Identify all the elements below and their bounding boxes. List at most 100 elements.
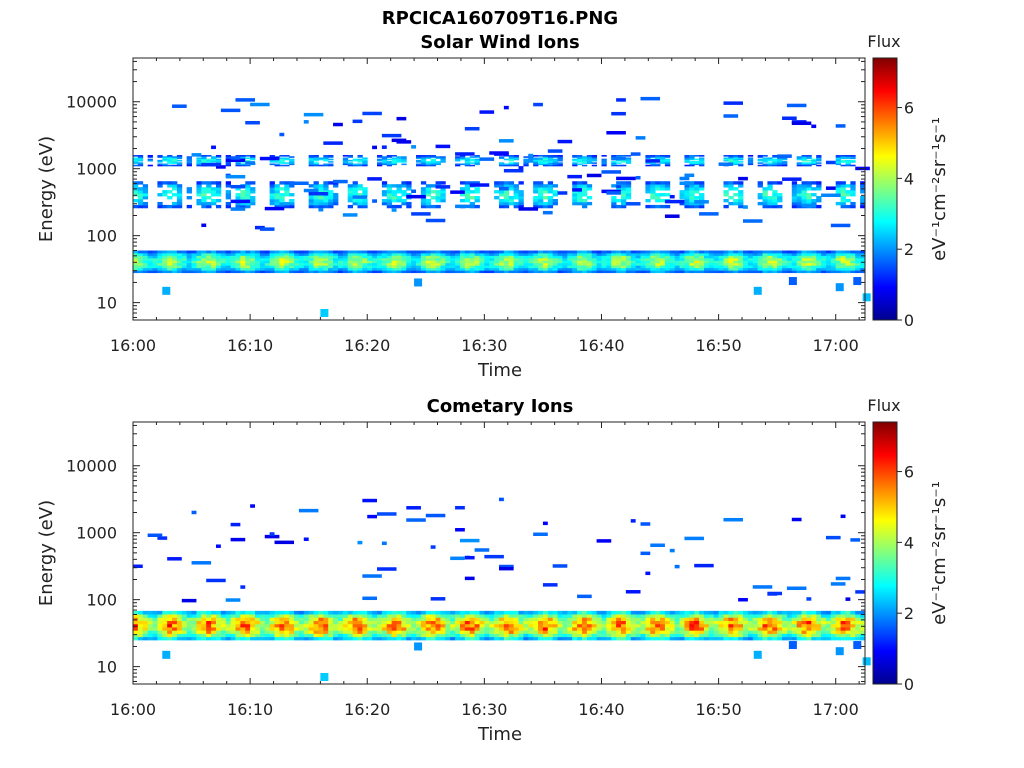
heatmap-cell (328, 633, 334, 638)
heatmap-cell (816, 187, 822, 191)
heatmap-cell (542, 265, 549, 269)
heatmap-cell (250, 250, 256, 254)
heatmap-cell (630, 260, 637, 264)
heatmap-cell (694, 630, 700, 634)
heatmap-cell (616, 633, 622, 638)
heatmap-cell (186, 190, 192, 194)
heatmap-cell (625, 250, 632, 254)
heatmap-cell (557, 164, 563, 167)
heatmap-cell (591, 156, 597, 158)
heatmap-cell (679, 265, 685, 269)
heatmap-cell (313, 250, 319, 254)
heatmap-cell (581, 627, 588, 631)
heatmap-cell (201, 162, 221, 167)
heatmap-cell (323, 187, 329, 191)
heatmap-cell (347, 190, 353, 194)
heatmap-cell (308, 201, 314, 206)
heatmap-cell (137, 627, 144, 631)
heatmap-cell (811, 158, 817, 161)
heatmap-cell (840, 636, 846, 641)
heatmap-cell (274, 636, 280, 641)
heatmap-cell (577, 633, 583, 638)
heatmap-cell (172, 614, 178, 618)
heatmap-cell (621, 267, 627, 271)
heatmap-cell (167, 255, 173, 259)
heatmap-cell (786, 267, 793, 271)
heatmap-cell (572, 623, 578, 628)
heatmap-cell (518, 270, 524, 274)
heatmap-cell (679, 252, 685, 256)
heatmap-cell (342, 161, 349, 163)
heatmap-cell (796, 270, 802, 274)
heatmap-cell (503, 250, 510, 254)
y-tick-label: 10 (97, 294, 117, 313)
heatmap-cell (547, 262, 554, 266)
heatmap-cell (621, 270, 627, 274)
heatmap-cell (806, 265, 812, 269)
heatmap-cell (772, 620, 778, 625)
heatmap-cell (133, 252, 139, 256)
heatmap-cell (572, 190, 578, 194)
heatmap-cell (201, 198, 207, 203)
heatmap-cell (181, 250, 188, 254)
heatmap-cell (738, 181, 744, 185)
heatmap-cell (396, 623, 402, 628)
heatmap-cell (718, 630, 724, 634)
heatmap-cell (416, 161, 422, 163)
heatmap-cell (172, 184, 178, 188)
heatmap-cell (264, 252, 271, 256)
heatmap-cell (552, 162, 558, 164)
heatmap-cell (401, 190, 407, 194)
heatmap-cell (489, 614, 495, 618)
heatmap-cell (747, 157, 754, 160)
heatmap-cell (782, 162, 788, 164)
heatmap-cell (328, 262, 334, 266)
heatmap-cell (835, 163, 841, 166)
heatmap-cell (699, 164, 705, 167)
heatmap-cell (269, 623, 275, 628)
heatmap-cell (684, 536, 704, 541)
heatmap-cell (225, 174, 246, 179)
heatmap-cell (137, 190, 144, 194)
heatmap-cell (133, 164, 139, 167)
heatmap-cell (772, 260, 778, 264)
heatmap-cell (250, 620, 256, 625)
heatmap-cell (367, 636, 373, 641)
x-axis-label-solar-wind: Time (477, 360, 522, 381)
heatmap-cell (664, 260, 671, 264)
heatmap-cell (391, 255, 397, 259)
heatmap-cell (845, 161, 851, 163)
heatmap-cell (601, 627, 607, 631)
heatmap-cell (416, 627, 422, 631)
heatmap-cell (606, 262, 612, 266)
heatmap-cell (479, 252, 485, 256)
heatmap-cell (508, 155, 515, 157)
heatmap-cell (586, 623, 593, 628)
heatmap-cell (835, 283, 844, 292)
heatmap-cell (494, 196, 500, 200)
heatmap-cell (660, 204, 666, 209)
heatmap-cell (391, 627, 397, 631)
heatmap-cell (684, 627, 690, 631)
heatmap-cell (518, 260, 524, 264)
heatmap-cell (357, 636, 363, 641)
heatmap-cell (186, 196, 192, 200)
heatmap-cell (284, 162, 290, 164)
heatmap-cell (640, 267, 646, 271)
heatmap-cell (581, 617, 588, 621)
heatmap-cell (669, 610, 676, 615)
heatmap-cell (303, 260, 310, 264)
heatmap-cell (518, 627, 524, 631)
heatmap-cell (259, 257, 266, 261)
heatmap-cell (420, 204, 427, 209)
heatmap-cell (357, 623, 363, 628)
heatmap-cell (308, 270, 314, 274)
heatmap-cell (528, 255, 534, 259)
heatmap-cell (215, 614, 222, 618)
heatmap-cell (420, 163, 427, 166)
heatmap-cell (137, 265, 144, 269)
heatmap-cell (577, 262, 583, 266)
heatmap-cell (401, 252, 407, 256)
heatmap-cell (621, 257, 627, 261)
heatmap-cell (381, 627, 388, 631)
